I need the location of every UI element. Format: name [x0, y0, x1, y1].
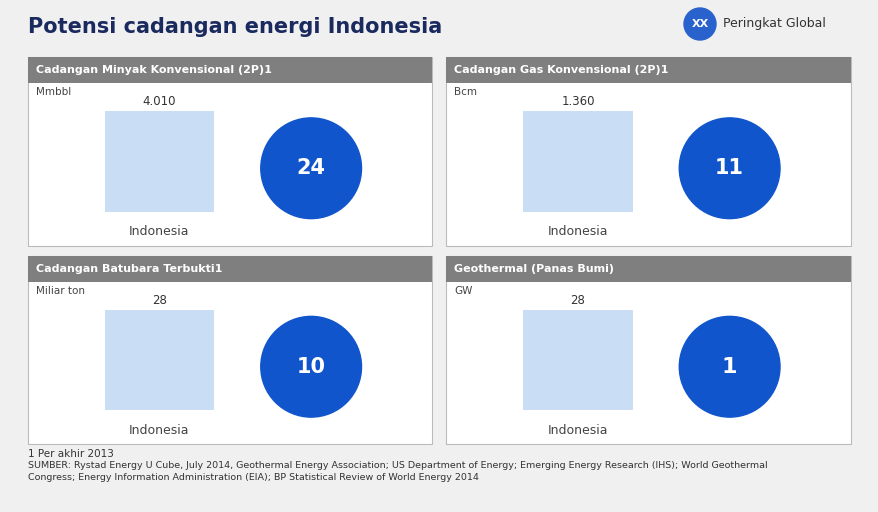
- Bar: [446, 57, 850, 245]
- Text: Miliar ton: Miliar ton: [36, 286, 85, 295]
- Text: XX: XX: [691, 19, 708, 29]
- Text: 10: 10: [296, 357, 325, 377]
- Text: 4.010: 4.010: [142, 95, 176, 108]
- Text: Cadangan Minyak Konvensional (2P)1: Cadangan Minyak Konvensional (2P)1: [36, 65, 271, 75]
- Bar: [522, 309, 632, 410]
- Circle shape: [679, 316, 779, 417]
- Text: 11: 11: [715, 158, 744, 178]
- Bar: [28, 255, 432, 282]
- Text: GW: GW: [454, 286, 472, 295]
- Bar: [104, 309, 214, 410]
- Text: 1: 1: [721, 357, 737, 377]
- Text: Potensi cadangan energi Indonesia: Potensi cadangan energi Indonesia: [28, 17, 442, 37]
- Circle shape: [261, 316, 361, 417]
- Circle shape: [683, 8, 716, 40]
- Text: Mmbbl: Mmbbl: [36, 87, 71, 97]
- Text: 28: 28: [152, 293, 167, 307]
- Text: Bcm: Bcm: [454, 87, 477, 97]
- Bar: [28, 255, 432, 444]
- Text: SUMBER: Rystad Energy U Cube, July 2014, Geothermal Energy Association; US Depar: SUMBER: Rystad Energy U Cube, July 2014,…: [28, 461, 766, 482]
- Circle shape: [679, 118, 779, 219]
- Text: 28: 28: [570, 293, 585, 307]
- Bar: [446, 255, 850, 444]
- Text: Geothermal (Panas Bumi): Geothermal (Panas Bumi): [454, 264, 614, 273]
- Bar: [446, 57, 850, 83]
- Bar: [28, 57, 432, 83]
- Text: Peringkat Global: Peringkat Global: [723, 17, 825, 31]
- Circle shape: [261, 118, 361, 219]
- Text: 1 Per akhir 2013: 1 Per akhir 2013: [28, 449, 114, 459]
- Text: Indonesia: Indonesia: [129, 423, 190, 437]
- Bar: [28, 57, 432, 245]
- Bar: [104, 111, 214, 211]
- Bar: [522, 111, 632, 211]
- Text: Indonesia: Indonesia: [547, 225, 608, 238]
- Text: 1.360: 1.360: [560, 95, 594, 108]
- Bar: [446, 255, 850, 282]
- Text: Indonesia: Indonesia: [129, 225, 190, 238]
- Text: Cadangan Gas Konvensional (2P)1: Cadangan Gas Konvensional (2P)1: [454, 65, 668, 75]
- Text: Indonesia: Indonesia: [547, 423, 608, 437]
- Text: Cadangan Batubara Terbukti1: Cadangan Batubara Terbukti1: [36, 264, 222, 273]
- Text: 24: 24: [296, 158, 325, 178]
